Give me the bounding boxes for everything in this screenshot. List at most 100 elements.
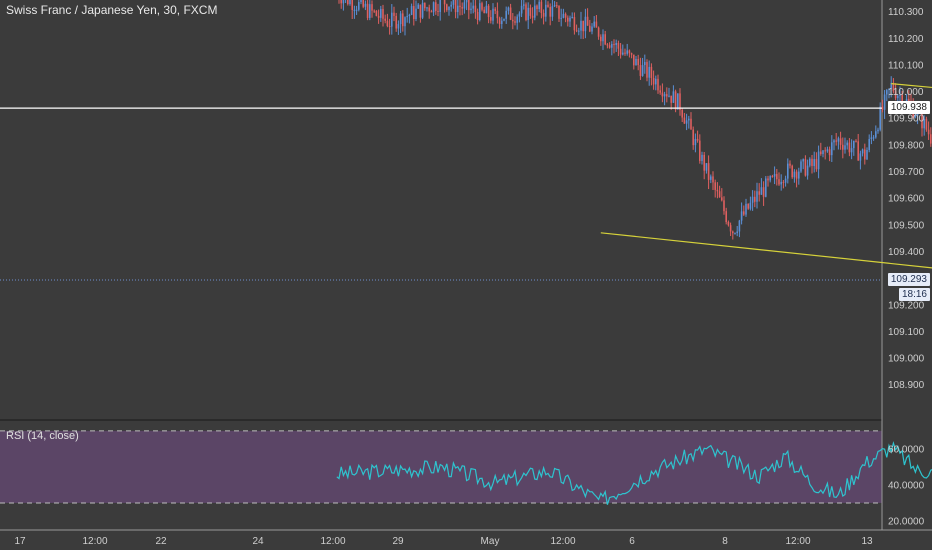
candle-body [417, 4, 419, 9]
candle-body [536, 5, 538, 10]
candle-body [584, 16, 587, 32]
candle-body [842, 144, 844, 150]
price-pane[interactable] [0, 0, 882, 420]
candle-body [371, 4, 373, 11]
candle-body [355, 9, 358, 11]
candle-body [657, 78, 659, 91]
candle-body [375, 10, 378, 16]
candle-body [877, 129, 879, 132]
candle-body [727, 222, 730, 226]
candle-body [347, 0, 349, 5]
candle-body [591, 26, 593, 32]
candle-body [725, 211, 727, 223]
candle-body [461, 7, 463, 9]
candle-body [850, 148, 853, 153]
candle-body [604, 34, 606, 45]
candle-body [707, 163, 710, 180]
candle-body [424, 2, 426, 9]
candle-body [723, 200, 725, 212]
bar-countdown-tag: 18:16 [898, 287, 930, 301]
candle-body [811, 158, 813, 167]
candle-body [787, 163, 789, 179]
candle-body [848, 142, 851, 153]
candle-body [549, 6, 551, 17]
candle-body [844, 145, 846, 150]
rsi-label[interactable]: RSI (14, close) [6, 430, 79, 442]
price-tick-label: 109.200 [888, 300, 925, 311]
candle-body [569, 17, 571, 22]
candle-body [487, 5, 490, 18]
candle-body [756, 191, 758, 202]
candle-body [626, 50, 628, 54]
candle-body [773, 173, 776, 177]
candle-body [553, 5, 556, 7]
candle-body [377, 15, 380, 18]
time-tick-label: 17 [14, 536, 26, 547]
channel-lower-line[interactable] [600, 232, 932, 406]
candle-body [523, 4, 525, 6]
candle-body [582, 20, 584, 32]
candle-body [362, 0, 364, 7]
current-price-tag: 109.293 [887, 272, 930, 286]
candle-body [641, 65, 644, 76]
time-axis-ticks: 17 12:00 22 24 12:00 29 May 12:00 6 8 12:00 13 [14, 536, 873, 547]
candle-body [820, 151, 822, 155]
price-tick-label: 110.300 [888, 7, 924, 18]
candle-body [518, 13, 521, 17]
candle-body [597, 27, 600, 37]
candle-body [402, 13, 404, 27]
candle-body [622, 52, 624, 55]
candle-body [701, 154, 703, 161]
candle-body [498, 18, 501, 25]
candle-body [688, 118, 690, 121]
candle-body [459, 5, 461, 8]
candle-body [551, 6, 554, 17]
candle-body [567, 17, 569, 22]
candle-body [525, 4, 527, 21]
candle-body [527, 7, 529, 21]
candle-body [716, 189, 719, 192]
price-tick-label: 109.500 [888, 220, 925, 231]
candle-body [870, 137, 873, 140]
candle-body [507, 7, 510, 11]
price-tick-label: 109.900 [888, 114, 925, 125]
candle-body [712, 176, 714, 183]
candle-body [817, 151, 820, 170]
candle-body [408, 14, 411, 17]
candle-body [476, 12, 479, 21]
candle-body [762, 187, 765, 197]
candle-body [351, 0, 353, 10]
candle-body [839, 138, 842, 145]
candle-body [386, 20, 389, 27]
price-tick-label: 110.100 [888, 60, 924, 71]
candle-body [894, 91, 897, 99]
candle-body [580, 20, 582, 31]
candle-body [450, 4, 452, 7]
time-tick-label: 22 [155, 536, 167, 547]
candle-body [875, 131, 877, 138]
candle-body [556, 5, 558, 7]
rsi-band [0, 430, 882, 503]
rsi-line [336, 440, 932, 505]
candle-body [925, 118, 928, 130]
rsi-band-lines [0, 430, 882, 504]
drawings-layer[interactable] [0, 83, 932, 406]
candle-body [861, 149, 864, 154]
candle-body [481, 3, 483, 10]
candle-body [866, 149, 868, 160]
price-axis-ticks: 110.300 110.200 110.100 110.000 109.900 109.8… [888, 7, 925, 391]
candle-body [360, 0, 362, 3]
candle-body [767, 178, 769, 181]
candle-body [571, 16, 573, 18]
candle-body [545, 4, 547, 17]
candle-body [793, 171, 796, 178]
candle-body [586, 16, 589, 26]
candle-body [483, 9, 485, 14]
candle-body [630, 53, 633, 55]
chart-title[interactable]: Swiss Franc / Japanese Yen, 30, FXCM [6, 3, 218, 17]
candle-body [681, 110, 683, 118]
time-tick-label: 12:00 [320, 536, 345, 547]
candle-body [430, 11, 433, 13]
price-tick-label: 108.900 [888, 380, 925, 391]
